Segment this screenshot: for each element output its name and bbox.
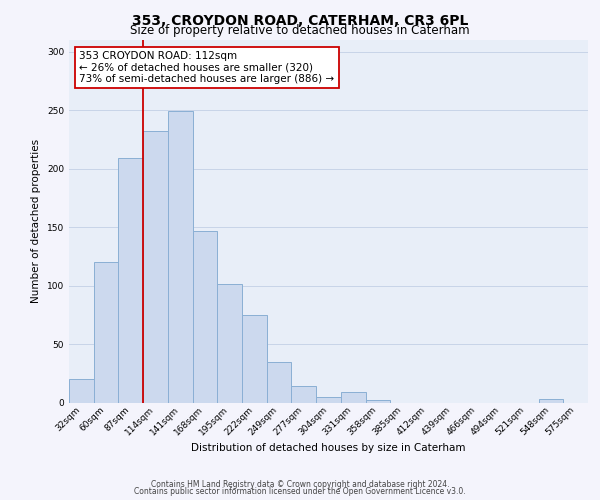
Text: Contains HM Land Registry data © Crown copyright and database right 2024.: Contains HM Land Registry data © Crown c…: [151, 480, 449, 489]
Text: Contains public sector information licensed under the Open Government Licence v3: Contains public sector information licen…: [134, 487, 466, 496]
Bar: [242, 315, 267, 402]
Bar: [217, 284, 242, 403]
Bar: [69, 379, 94, 402]
Text: 353, CROYDON ROAD, CATERHAM, CR3 6PL: 353, CROYDON ROAD, CATERHAM, CR3 6PL: [132, 14, 468, 28]
Bar: [292, 386, 316, 402]
Bar: [341, 392, 365, 402]
Bar: [168, 112, 193, 403]
Text: 353 CROYDON ROAD: 112sqm
← 26% of detached houses are smaller (320)
73% of semi-: 353 CROYDON ROAD: 112sqm ← 26% of detach…: [79, 51, 335, 84]
Bar: [267, 362, 292, 403]
Text: Size of property relative to detached houses in Caterham: Size of property relative to detached ho…: [130, 24, 470, 37]
Bar: [94, 262, 118, 402]
Y-axis label: Number of detached properties: Number of detached properties: [31, 139, 41, 304]
Bar: [365, 400, 390, 402]
X-axis label: Distribution of detached houses by size in Caterham: Distribution of detached houses by size …: [191, 443, 466, 453]
Bar: [316, 396, 341, 402]
Bar: [118, 158, 143, 402]
Bar: [539, 399, 563, 402]
Bar: [193, 230, 217, 402]
Bar: [143, 131, 168, 402]
